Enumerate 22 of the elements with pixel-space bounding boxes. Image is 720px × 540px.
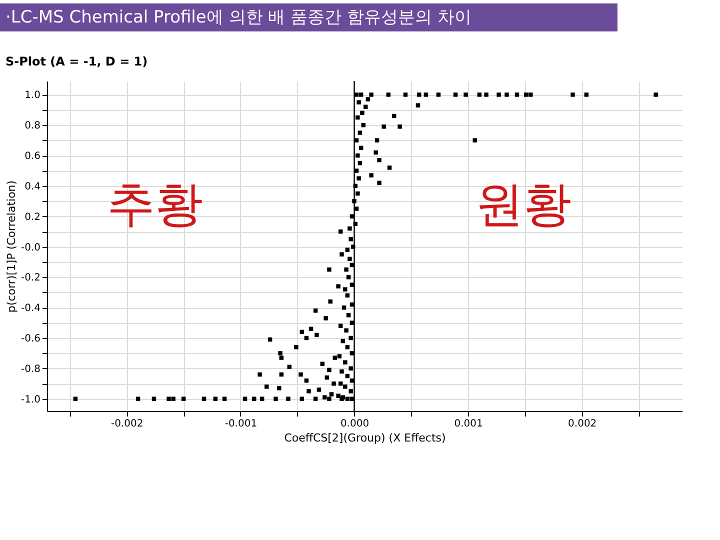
y-tick-label: -0.4 — [20, 303, 40, 314]
x-tick-label: 0.000 — [340, 418, 370, 430]
y-tick-label: 1.0 — [24, 90, 40, 102]
x-tick-label: 0.002 — [568, 418, 597, 430]
y-tick-label: 0.4 — [24, 181, 40, 192]
chart-subtitle: S-Plot (A = -1, D = 1) — [5, 54, 148, 68]
y-tick-label: -0.6 — [20, 334, 40, 345]
x-axis-title: CoeffCS[2](Group) (X Effects) — [284, 432, 446, 444]
chart-title: ·LC-MS Chemical Profile에 의한 배 품종간 함유성분의 차이 — [5, 7, 472, 28]
y-tick-label: 0.2 — [24, 212, 40, 223]
y-tick-label: -0.8 — [20, 364, 40, 375]
annotation: 추황 — [106, 176, 203, 232]
x-tick-label: -0.002 — [111, 418, 144, 430]
y-tick-label: 0.8 — [24, 120, 40, 132]
x-tick-label: 0.001 — [454, 418, 483, 430]
annotation: 원황 — [475, 176, 572, 232]
x-tick-label: -0.001 — [224, 418, 258, 430]
y-tick-label: -0.0 — [20, 242, 40, 254]
y-tick-label: 0.6 — [24, 151, 40, 162]
y-tick-label: -1.0 — [20, 394, 40, 406]
y-tick-label: -0.2 — [20, 272, 40, 284]
y-axis-title: p(corr)[1]P (Correlation) — [4, 180, 18, 313]
